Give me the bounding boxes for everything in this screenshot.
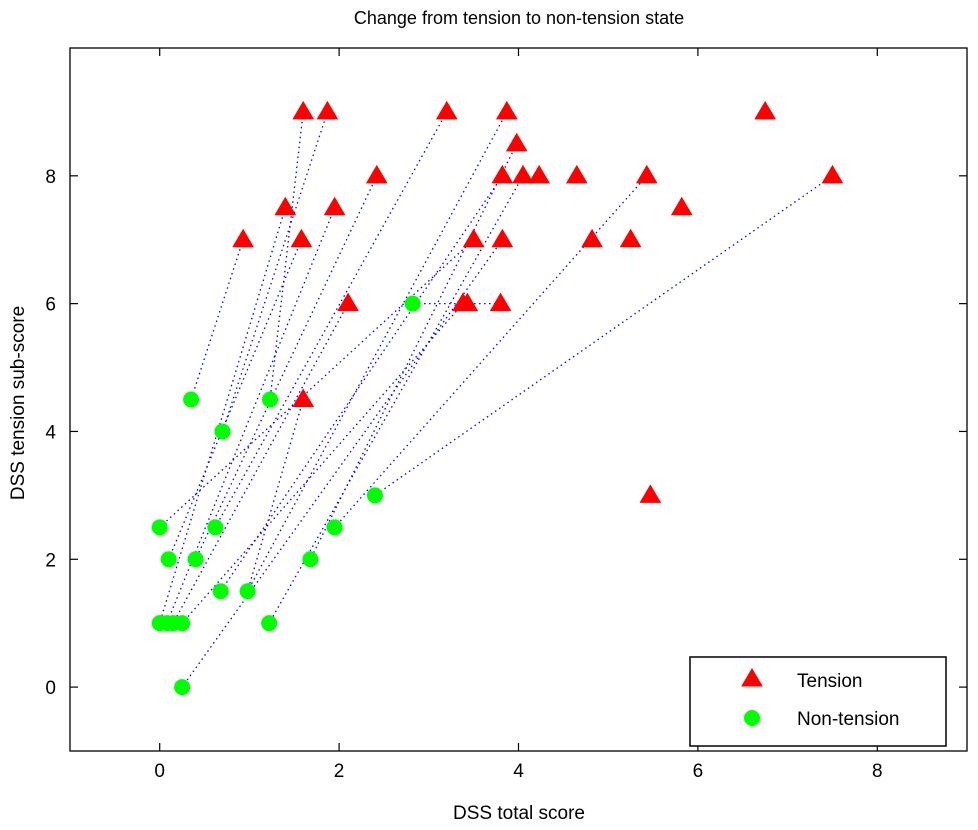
non-tension-point	[326, 519, 343, 536]
y-tick-label: 2	[45, 550, 56, 571]
plot-frame	[69, 47, 968, 752]
non-tension-point	[183, 391, 200, 408]
connection-line-2	[214, 111, 448, 528]
non-tension-point	[366, 487, 383, 504]
tension-point	[565, 164, 588, 184]
tension-point	[337, 292, 359, 312]
tension-point	[670, 196, 693, 216]
connection-line-4	[309, 143, 518, 560]
x-axis-label: DSS total score	[453, 803, 585, 824]
legend: Tension Non-tension	[689, 656, 947, 747]
y-tick-label: 4	[45, 422, 56, 443]
connection-line-12	[190, 239, 244, 400]
y-tick-label: 6	[45, 295, 56, 316]
x-tick-label: 0	[154, 761, 165, 782]
tension-point	[491, 164, 514, 184]
y-axis-label: DSS tension sub-score	[8, 306, 29, 500]
connection-line-3	[247, 111, 508, 592]
tension-point	[581, 228, 603, 248]
tension-point	[528, 164, 551, 184]
legend-marker-tension	[741, 668, 763, 687]
legend-label-non-tension: Non-tension	[797, 709, 899, 730]
connection-line-17	[181, 303, 464, 624]
tension-point	[323, 196, 346, 216]
connection-lines	[159, 111, 833, 688]
tension-point	[491, 228, 514, 248]
y-tick-label: 8	[45, 167, 56, 188]
tension-point	[292, 100, 315, 120]
connection-line-9	[374, 175, 833, 496]
tension-point	[232, 228, 254, 248]
connection-line-15	[181, 239, 503, 688]
tension-point	[505, 132, 528, 152]
tension-point	[290, 228, 313, 248]
legend-box	[689, 656, 947, 747]
x-tick-label: 4	[513, 761, 524, 782]
legend-marker-non-tension	[744, 710, 760, 726]
non-tension-point	[151, 519, 168, 536]
connection-line-6	[220, 175, 503, 592]
connection-line-8	[334, 175, 648, 528]
non-tension-point	[214, 423, 231, 440]
tension-point	[512, 164, 534, 184]
tension-point	[292, 388, 315, 407]
x-tick-label: 2	[334, 761, 345, 782]
non-tension-point	[239, 583, 256, 600]
tension-point	[754, 100, 777, 120]
non-tension-point	[302, 551, 319, 568]
non-tension-point	[212, 583, 229, 600]
non-tension-point	[174, 615, 191, 632]
non-tension-point	[261, 615, 278, 632]
tension-point	[619, 228, 642, 248]
chart-title: Change from tension to non-tension state	[354, 8, 684, 28]
x-tick-label: 8	[872, 761, 883, 782]
x-tick-label: 6	[693, 761, 704, 782]
connection-line-7	[268, 175, 524, 624]
data-points	[151, 100, 844, 696]
axes-box	[69, 47, 968, 752]
non-tension-point	[404, 295, 421, 312]
tension-point	[639, 484, 662, 503]
connection-line-0	[269, 111, 304, 400]
tension-point	[456, 292, 479, 312]
connection-line-14	[159, 239, 475, 528]
legend-label-tension: Tension	[797, 671, 863, 692]
tension-point	[462, 228, 485, 248]
y-tick-label: 0	[45, 678, 56, 699]
non-tension-point	[174, 679, 191, 696]
tension-point	[821, 164, 844, 184]
connection-line-16	[172, 303, 349, 624]
tension-point	[495, 100, 518, 120]
tension-point	[316, 100, 339, 120]
tension-point	[489, 292, 512, 312]
tension-point	[365, 164, 388, 184]
connection-line-1	[221, 111, 329, 432]
tension-point	[274, 196, 297, 216]
tension-point	[435, 100, 458, 120]
non-tension-point	[262, 391, 279, 408]
non-tension-point	[207, 519, 224, 536]
connection-line-5	[194, 175, 378, 560]
connection-line-10	[159, 207, 286, 624]
non-tension-point	[187, 551, 204, 568]
tension-point	[635, 164, 658, 184]
connection-line-19	[246, 399, 304, 592]
non-tension-point	[160, 551, 177, 568]
